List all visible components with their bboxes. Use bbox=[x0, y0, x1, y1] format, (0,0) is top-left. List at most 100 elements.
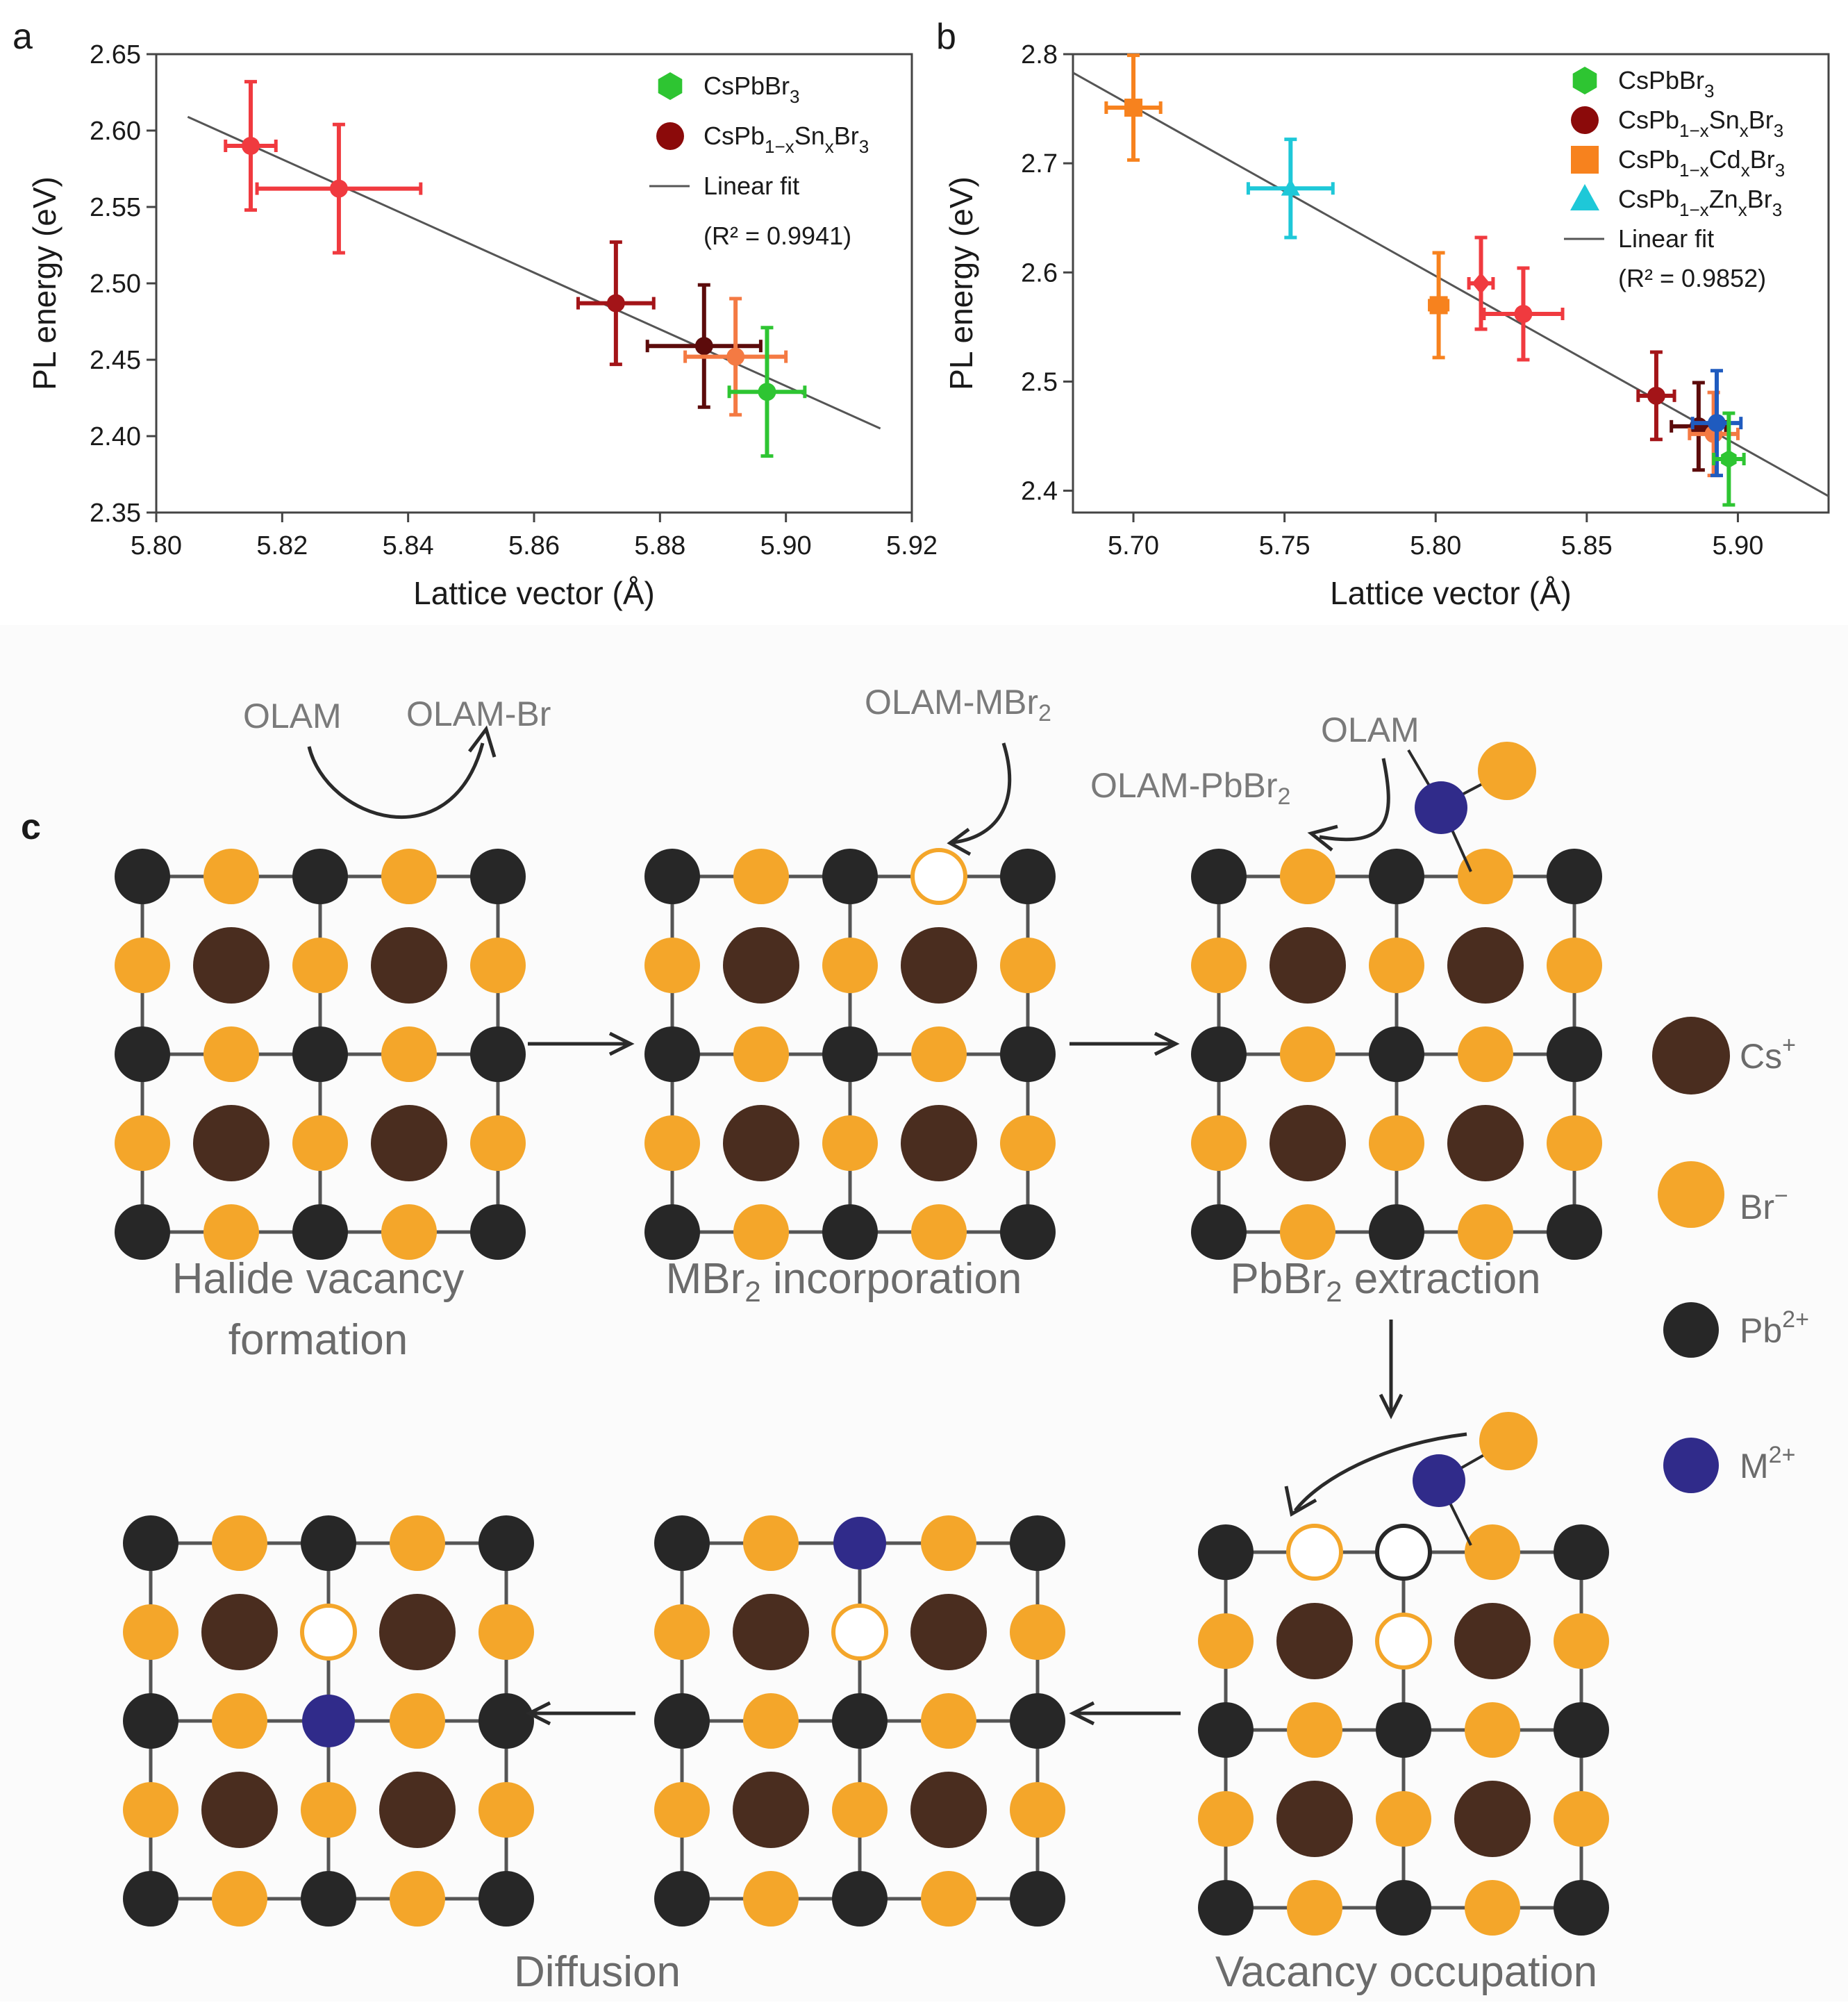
panel-b-plot-frame bbox=[1072, 53, 1830, 514]
legend-text-sub3: 3 bbox=[1772, 199, 1782, 220]
panel-a-xtick-label: 5.80 bbox=[131, 531, 182, 560]
legend-m-label: M2+ bbox=[1740, 1442, 1795, 1486]
legend-br-label: Br− bbox=[1740, 1183, 1788, 1226]
panel-a-legend-label: Linear fit bbox=[704, 172, 799, 200]
cs-ion bbox=[193, 1105, 269, 1181]
lattice-pbbr2-extraction bbox=[1191, 849, 1602, 1260]
br-ion bbox=[390, 1515, 445, 1571]
br-ion bbox=[301, 1782, 356, 1838]
point-marker bbox=[758, 383, 776, 401]
pb-ion bbox=[1369, 1026, 1424, 1082]
legend-pb-swatch bbox=[1663, 1302, 1719, 1358]
cs-ion bbox=[723, 1105, 799, 1181]
panel-a-ytick-label: 2.50 bbox=[90, 269, 141, 299]
pb-ion bbox=[1198, 1524, 1254, 1580]
br-ion bbox=[911, 1204, 967, 1260]
legend-text-sub: 1−x bbox=[1679, 120, 1709, 141]
panel-b-xtick-label: 5.85 bbox=[1561, 531, 1613, 560]
panel-a-ytick-label: 2.35 bbox=[90, 499, 141, 528]
br-ion bbox=[1465, 1702, 1520, 1758]
cs-ion bbox=[201, 1772, 278, 1848]
pb-ion bbox=[1554, 1880, 1609, 1936]
br-ion bbox=[921, 1871, 976, 1927]
point-marker bbox=[329, 179, 348, 198]
caption-pbbr2-b: extraction bbox=[1342, 1255, 1541, 1303]
panel-a-data-point bbox=[576, 240, 656, 367]
legend-text-mid: Sn bbox=[794, 122, 825, 150]
panel-a-label: a bbox=[13, 17, 33, 57]
br-ion bbox=[478, 1782, 534, 1838]
br-ion bbox=[1554, 1791, 1609, 1847]
br-ion bbox=[478, 1604, 534, 1660]
cs-ion bbox=[1447, 927, 1524, 1004]
br-ion bbox=[203, 1026, 259, 1082]
panel-c-label: c bbox=[21, 807, 41, 847]
br-ion bbox=[470, 1115, 526, 1171]
pb-ion bbox=[644, 1204, 700, 1260]
pb-ion bbox=[470, 1204, 526, 1260]
pb-ion bbox=[478, 1515, 534, 1571]
point-marker bbox=[726, 347, 745, 366]
pb-ion bbox=[1369, 849, 1424, 904]
arrow-step3-step4 bbox=[1379, 1320, 1404, 1420]
br-ion bbox=[1465, 1880, 1520, 1936]
legend-pb-label: Pb2+ bbox=[1740, 1306, 1809, 1350]
point-marker bbox=[1281, 178, 1300, 196]
caption-mbr2-sub: 2 bbox=[744, 1275, 760, 1308]
br-ion bbox=[822, 938, 878, 993]
br-ion bbox=[733, 849, 789, 904]
br-ion bbox=[733, 1204, 789, 1260]
br-ion bbox=[921, 1515, 976, 1571]
panel-a-ytick-label: 2.65 bbox=[90, 40, 141, 69]
arrow-step2-step3 bbox=[1069, 1031, 1180, 1056]
br-ion bbox=[1287, 1702, 1342, 1758]
legend-text-label: CsPb bbox=[704, 122, 765, 150]
br-ion bbox=[1191, 938, 1247, 993]
cs-ion bbox=[733, 1772, 809, 1848]
pb-vacancy bbox=[1375, 1524, 1432, 1581]
br-ion bbox=[123, 1604, 178, 1660]
panel-a-xtick-label: 5.84 bbox=[383, 531, 434, 560]
legend-text-sub: 3 bbox=[1704, 81, 1714, 101]
pb-ion bbox=[1554, 1702, 1609, 1758]
br-ion bbox=[381, 1204, 437, 1260]
br-ion bbox=[1198, 1613, 1254, 1669]
m-ion bbox=[833, 1517, 886, 1570]
pb-ion bbox=[654, 1693, 710, 1749]
br-ion bbox=[1010, 1604, 1065, 1660]
panel-b-ytick-label: 2.8 bbox=[1021, 40, 1058, 69]
br-ion bbox=[1458, 1204, 1513, 1260]
pb-ion bbox=[1010, 1515, 1065, 1571]
m-ion-incoming bbox=[1413, 1454, 1465, 1507]
pb-ion bbox=[1191, 1026, 1247, 1082]
cs-ion bbox=[910, 1772, 987, 1848]
pb-ion bbox=[1198, 1880, 1254, 1936]
panel-b: b 5.70 5.75 5.80 5.85 5.90 2.4 2.5 2.6 2.7 2.8 La… bbox=[936, 17, 1830, 611]
arrow-step4-step5 bbox=[1069, 1701, 1181, 1726]
pb-ion bbox=[1547, 1204, 1602, 1260]
legend-text-sub: 1−x bbox=[1679, 199, 1709, 220]
legend-m-swatch bbox=[1663, 1438, 1719, 1493]
cs-ion bbox=[733, 1594, 809, 1670]
legend-pb-text: Pb bbox=[1740, 1311, 1782, 1350]
point-marker bbox=[242, 137, 260, 155]
m-ion bbox=[302, 1695, 355, 1747]
legend-text-sub2: x bbox=[1740, 120, 1749, 141]
lattice-mbr2-incorporation bbox=[644, 848, 1056, 1260]
panel-a: a 5.80 5.82 5.84 5.86 5.88 5.90 5.92 2.35 2.40 2.… bbox=[13, 17, 938, 611]
br-ion bbox=[212, 1871, 267, 1927]
pb-ion bbox=[470, 1026, 526, 1082]
legend-cs-label: Cs+ bbox=[1740, 1032, 1796, 1076]
cs-ion bbox=[1454, 1603, 1531, 1679]
cs-ion bbox=[1276, 1603, 1353, 1679]
pb-ion bbox=[1000, 1204, 1056, 1260]
legend-text-label: (R² = 0.9852) bbox=[1618, 264, 1766, 292]
br-ion bbox=[733, 1026, 789, 1082]
caption-pbbr2-a: PbBr bbox=[1230, 1255, 1326, 1303]
lattices bbox=[115, 848, 1609, 1936]
arrow-step5-step6 bbox=[525, 1701, 635, 1726]
br-ion bbox=[1554, 1613, 1609, 1669]
panel-a-ytick-label: 2.55 bbox=[90, 193, 141, 222]
legend-text-mid: Sn bbox=[1709, 106, 1740, 134]
